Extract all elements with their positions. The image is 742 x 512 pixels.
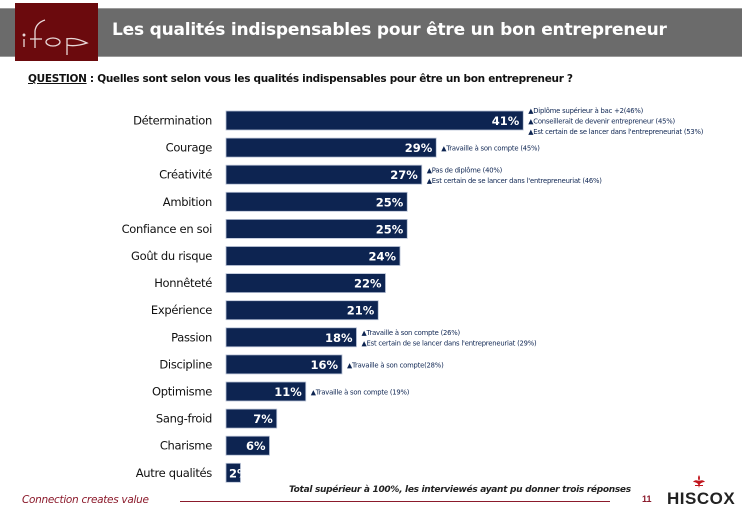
category-label: Autre qualités — [136, 466, 213, 480]
footer-tagline: Connection creates value — [22, 494, 149, 506]
bar-annotation: ▲Pas de diplôme (40%) — [427, 166, 503, 174]
question-text: Quelles sont selon vous les qualités ind… — [97, 73, 573, 85]
hiscox-logo: HISCOX — [667, 489, 736, 508]
ifop-logo — [15, 3, 98, 61]
bar — [225, 137, 437, 158]
data-label: 2% — [229, 466, 249, 480]
category-label: Détermination — [133, 114, 212, 128]
category-label: Confiance en soi — [122, 222, 213, 236]
bar — [225, 327, 357, 348]
bar — [225, 191, 408, 212]
bar — [225, 164, 423, 185]
data-label: 41% — [492, 114, 520, 128]
bar — [225, 381, 307, 402]
category-label: Optimisme — [152, 385, 212, 399]
data-label: 25% — [376, 222, 404, 236]
bar — [225, 462, 241, 483]
category-label: Passion — [171, 330, 212, 344]
bar-annotation: ▲Diplôme supérieur à bac +2(46%) — [528, 107, 643, 115]
category-label: Sang-froid — [156, 412, 212, 426]
bar — [225, 300, 379, 321]
question-separator: : — [86, 73, 98, 85]
bar-annotation: ▲Travaille à son compte (19%) — [311, 389, 410, 397]
page-title: Les qualités indispensables pour être un… — [112, 20, 667, 40]
bar-annotation: ▲Est certain de se lancer dans l'entrepr… — [362, 340, 538, 348]
data-label: 29% — [405, 141, 433, 155]
bar — [225, 408, 278, 429]
bar — [225, 218, 408, 239]
data-label: 25% — [376, 195, 404, 209]
data-label: 21% — [347, 304, 375, 318]
page-number: 11 — [642, 494, 652, 504]
bar-annotation: ▲Travaille à son compte (45%) — [441, 145, 540, 153]
category-label: Créativité — [159, 168, 212, 182]
bar — [225, 273, 386, 294]
category-label: Goût du risque — [131, 249, 212, 263]
bar — [225, 435, 270, 456]
data-label: 18% — [325, 331, 353, 345]
category-label: Discipline — [159, 357, 212, 371]
data-label: 11% — [274, 385, 302, 399]
data-label: 24% — [368, 250, 396, 264]
category-label: Ambition — [163, 195, 212, 209]
bar — [225, 354, 343, 375]
bar — [225, 246, 401, 266]
footer-divider — [180, 501, 610, 502]
data-label: 6% — [246, 439, 266, 453]
category-label: Expérience — [151, 303, 212, 317]
bar-annotation: ▲Est certain de se lancer dans l'entrepr… — [427, 177, 603, 185]
ifop-logo-icon — [22, 19, 89, 55]
bar-annotation: ▲Est certain de se lancer dans l'entrepr… — [528, 128, 704, 136]
bar-annotation: ▲Travaille à son compte(28%) — [347, 361, 444, 369]
category-label: Courage — [166, 141, 213, 155]
question-line: QUESTION : Quelles sont selon vous les q… — [28, 73, 573, 85]
data-label: 22% — [354, 277, 382, 291]
footer-note: Total supérieur à 100%, les interviewés … — [289, 485, 631, 495]
data-label: 27% — [390, 168, 418, 182]
question-label: QUESTION — [28, 73, 87, 85]
header-band — [0, 8, 742, 57]
category-label: Honnêteté — [154, 276, 212, 290]
category-label: Charisme — [160, 439, 212, 453]
data-label: 7% — [253, 412, 273, 426]
bar-annotation: ▲Travaille à son compte (26%) — [362, 329, 461, 337]
data-label: 16% — [310, 358, 338, 372]
bar — [225, 110, 524, 131]
bar-annotation: ▲Conseillerait de devenir entrepreneur (… — [528, 118, 675, 126]
fleur-de-lis-icon — [693, 475, 705, 488]
